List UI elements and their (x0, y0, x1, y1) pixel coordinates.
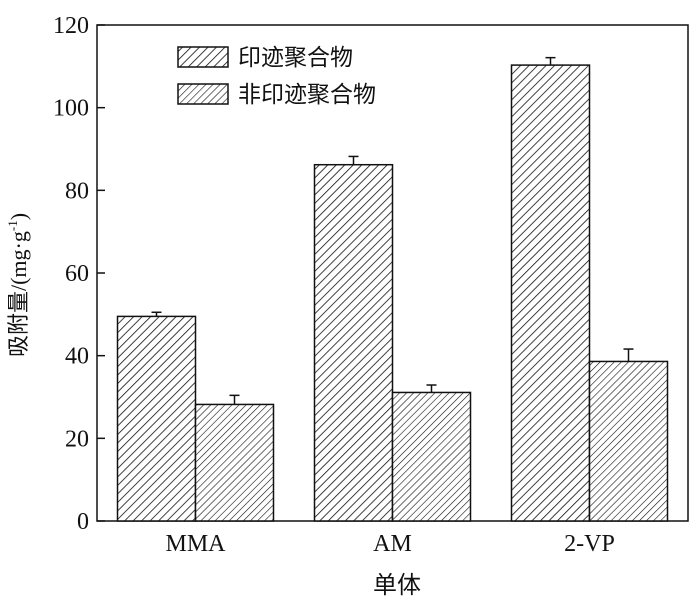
y-tick-label: 0 (77, 509, 89, 535)
bar (510, 64, 591, 522)
y-tick-label: 60 (65, 261, 89, 287)
y-axis-title-main: 吸附量/(mg·g (6, 231, 31, 357)
x-tick-label: AM (373, 531, 412, 557)
axis-ticks-group: 0 20 40 60 80 100 120 MMA AM 2-VP (53, 13, 615, 557)
bar (588, 360, 669, 522)
legend-label: 印迹聚合物 (238, 45, 353, 70)
x-axis-title: 单体 (373, 572, 421, 599)
bars-group (116, 56, 669, 522)
y-axis-title: 吸附量/(mg·g-1) (5, 213, 31, 357)
y-axis-title-superscript: -1 (5, 220, 20, 231)
y-tick-label: 120 (53, 13, 89, 39)
legend-label: 非印迹聚合物 (238, 82, 376, 107)
bar (194, 403, 275, 522)
bar (391, 391, 472, 522)
y-axis-title-close: ) (6, 213, 31, 220)
y-tick-label: 20 (65, 426, 89, 452)
legend-swatch (177, 83, 229, 105)
y-tick-label: 40 (65, 344, 89, 370)
x-tick-label: 2-VP (564, 531, 615, 557)
y-tick-label: 80 (65, 178, 89, 204)
legend-swatch (177, 46, 229, 68)
y-tick-label: 100 (53, 96, 89, 122)
bar (313, 163, 394, 522)
bar (116, 315, 197, 522)
x-tick-label: MMA (165, 531, 226, 557)
